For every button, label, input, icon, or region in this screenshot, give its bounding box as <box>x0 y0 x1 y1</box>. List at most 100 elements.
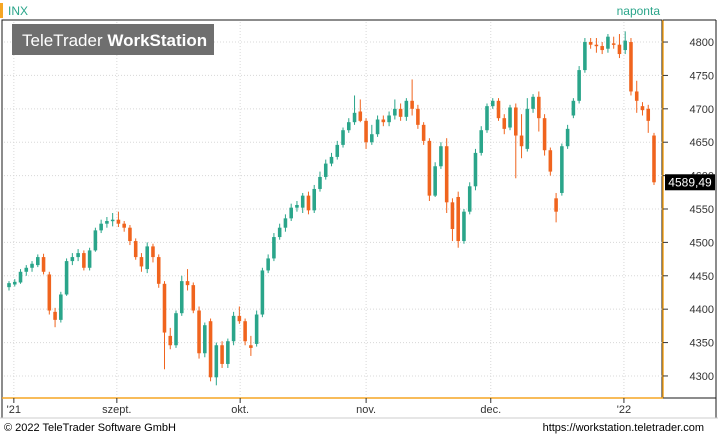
last-price-marker: 4589,49 <box>665 174 715 191</box>
symbol-label[interactable]: INX <box>8 4 28 18</box>
y-tick-label: 4500 <box>690 237 714 249</box>
candle-body <box>531 96 535 109</box>
candle <box>393 99 397 120</box>
candle-body <box>652 135 656 183</box>
candle <box>629 38 633 96</box>
candle-body <box>30 263 34 268</box>
candle <box>277 223 282 240</box>
candle <box>611 36 616 49</box>
candle <box>197 306 201 359</box>
candle <box>214 342 219 386</box>
candle-body <box>537 96 541 119</box>
candle-body <box>133 241 138 258</box>
y-tick-label: 4700 <box>690 104 714 116</box>
candle-body <box>502 118 507 129</box>
x-tick-label: dec. <box>480 404 501 416</box>
candle <box>525 98 530 152</box>
candle <box>381 115 386 127</box>
candle-body <box>519 135 524 147</box>
candle <box>266 254 270 274</box>
candle-body <box>525 108 530 149</box>
candle <box>617 34 622 59</box>
candle <box>646 104 651 133</box>
candle <box>249 335 253 356</box>
candle-body <box>272 237 276 259</box>
candle <box>341 127 345 148</box>
candle-body <box>231 315 236 342</box>
candle <box>47 271 52 315</box>
candle-body <box>208 321 213 378</box>
candle-body <box>565 128 570 147</box>
candle <box>537 91 541 132</box>
candle-body <box>93 230 98 251</box>
candle <box>254 310 259 347</box>
candle-body <box>560 146 564 193</box>
x-tick-label: nov. <box>356 404 376 416</box>
candle-body <box>421 124 426 141</box>
candle-body <box>318 176 322 189</box>
candle-body <box>12 281 17 285</box>
candle-body <box>168 335 173 346</box>
candle <box>162 281 167 370</box>
candle <box>467 182 472 215</box>
candle-body <box>410 100 414 109</box>
candle-body <box>329 156 334 164</box>
candle <box>427 138 432 201</box>
period-label[interactable]: naponta <box>617 4 661 18</box>
candle-body <box>59 294 63 320</box>
candle <box>105 217 109 228</box>
candle-body <box>179 281 184 314</box>
candle-body <box>444 146 449 203</box>
candle-body <box>346 122 351 131</box>
candle-body <box>416 108 420 125</box>
candle-body <box>41 257 46 272</box>
candle <box>346 118 351 133</box>
candle <box>358 99 363 123</box>
candle <box>208 318 213 382</box>
candle-body <box>156 257 161 284</box>
candle <box>110 213 115 227</box>
candle <box>145 242 149 274</box>
watermark-box <box>12 24 214 55</box>
candle <box>12 279 17 287</box>
candle-body <box>571 100 576 116</box>
candle-body <box>490 100 495 107</box>
candle-body <box>427 140 432 196</box>
y-tick-label: 4550 <box>690 204 714 216</box>
candle <box>306 191 311 215</box>
candle-body <box>341 130 345 145</box>
candle <box>30 261 34 272</box>
candle <box>490 98 495 109</box>
candle-body <box>398 108 403 117</box>
candle <box>364 118 368 149</box>
candle-body <box>588 42 593 45</box>
source-url[interactable]: https://workstation.teletrader.com <box>543 422 704 434</box>
candle-body <box>514 107 518 136</box>
candle <box>59 291 63 323</box>
candle-body <box>116 219 121 224</box>
candle-body <box>623 40 627 51</box>
candle <box>156 254 161 288</box>
y-tick-label: 4750 <box>690 70 714 82</box>
candle-body <box>629 42 633 92</box>
candle-body <box>439 146 443 167</box>
candle <box>439 142 443 169</box>
last-price-box <box>665 174 715 191</box>
candle <box>139 253 144 272</box>
candle <box>36 254 40 268</box>
candle-body <box>53 311 57 320</box>
candle-body <box>254 314 259 344</box>
y-tick-label: 4650 <box>690 137 714 149</box>
y-tick-label: 4800 <box>690 37 714 49</box>
candle-body <box>496 100 501 119</box>
candle <box>203 322 207 358</box>
candle <box>93 227 98 252</box>
candle-body <box>197 310 201 354</box>
candle <box>116 211 121 228</box>
candle-body <box>577 70 581 101</box>
candle <box>600 42 604 55</box>
x-axis-ticks: '21 szept. okt. nov. dec. '22 <box>7 398 631 416</box>
candle-body <box>249 345 253 348</box>
candle-body <box>548 150 553 172</box>
candles <box>7 31 656 386</box>
